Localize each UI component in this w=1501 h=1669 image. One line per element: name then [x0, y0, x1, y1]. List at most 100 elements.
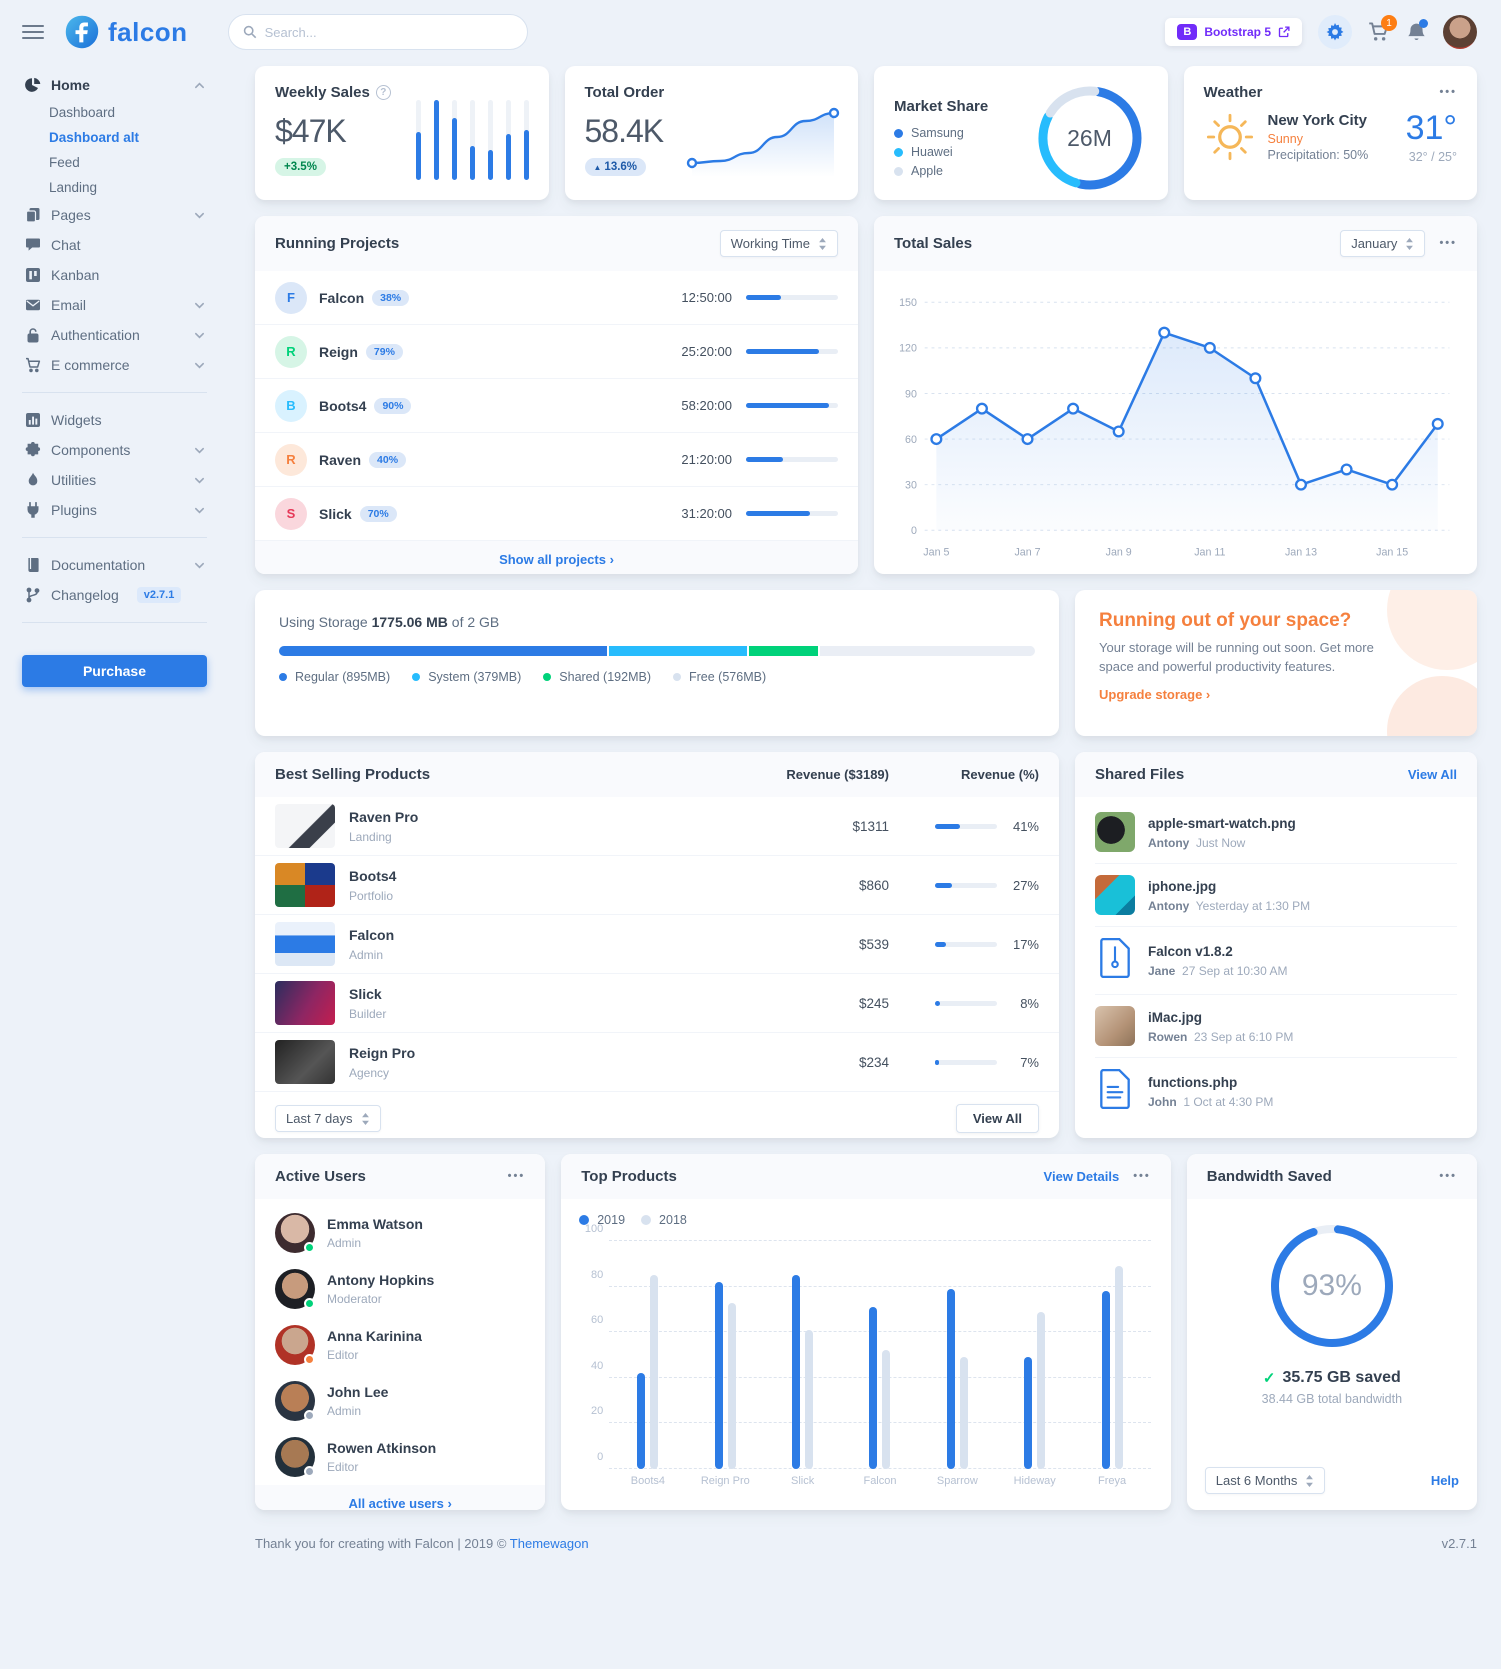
sidebar-item-kanban[interactable]: Kanban [22, 260, 207, 290]
file-name-link[interactable]: apple-smart-watch.png [1148, 815, 1296, 831]
sidebar-item-plugins[interactable]: Plugins [22, 495, 207, 525]
sidebar-item-label: Utilities [51, 472, 97, 488]
running-projects-title: Running Projects [275, 235, 400, 252]
show-all-projects-link[interactable]: Show all projects › [499, 552, 614, 567]
file-name-link[interactable]: functions.php [1148, 1075, 1238, 1090]
status-dot [304, 1242, 315, 1253]
sidebar-item-chat[interactable]: Chat [22, 230, 207, 260]
storage-legend-label: Free (576MB) [689, 670, 767, 684]
bootstrap-version-badge[interactable]: B Bootstrap 5 [1165, 18, 1302, 46]
sidebar-item-pages[interactable]: Pages [22, 200, 207, 230]
help-link[interactable]: Help [1430, 1473, 1459, 1488]
settings-button[interactable] [1318, 15, 1352, 49]
purchase-button[interactable]: Purchase [22, 655, 207, 687]
active-users-menu-icon[interactable]: ••• [507, 1170, 526, 1182]
search-input[interactable] [264, 24, 513, 40]
project-name-link[interactable]: Raven [319, 451, 362, 468]
themewagon-link[interactable]: Themewagon [509, 1536, 589, 1551]
storage-legend-item: System (379MB) [412, 670, 521, 684]
product-row-reign-pro: Reign Pro Agency $234 7% [255, 1033, 1059, 1092]
storage-legend-label: System (379MB) [428, 670, 522, 684]
sidebar-item-utilities[interactable]: Utilities [22, 465, 207, 495]
total-order-title: Total Order [584, 84, 665, 101]
brand-name: falcon [108, 16, 188, 47]
weather-title: Weather [1203, 84, 1263, 101]
product-name-link[interactable]: Raven Pro [349, 808, 419, 825]
market-share-legend: Samsung Huawei Apple [894, 126, 988, 178]
sidebar-divider [22, 537, 207, 538]
footer-version: v2.7.1 [1441, 1536, 1477, 1551]
weather-menu-icon[interactable]: ••• [1439, 86, 1457, 98]
sidebar-item-landing[interactable]: Landing [49, 180, 98, 195]
view-all-button[interactable]: View All [955, 1104, 1039, 1133]
all-active-users-link[interactable]: All active users › [348, 1496, 452, 1510]
svg-text:120: 120 [899, 343, 917, 355]
sidebar-item-feed[interactable]: Feed [49, 155, 80, 170]
bandwidth-menu-icon[interactable]: ••• [1439, 1170, 1457, 1182]
sidebar-item-changelog[interactable]: Changelog v2.7.1 [22, 580, 207, 610]
file-info: functions.php John 1 Oct at 4:30 PM [1148, 1074, 1273, 1109]
cart-button[interactable]: 1 [1368, 15, 1397, 43]
chart-pie-icon [24, 77, 41, 93]
sidebar-item-widgets[interactable]: Widgets [22, 405, 207, 435]
file-code-icon [1095, 1068, 1135, 1114]
project-avatar: F [275, 281, 307, 314]
user-avatar[interactable] [1443, 15, 1477, 49]
sidebar-item-label: Changelog [51, 587, 119, 603]
product-percent: 8% [1020, 995, 1039, 1011]
bar-group-slick [792, 1241, 814, 1469]
view-details-link[interactable]: View Details [1043, 1169, 1120, 1184]
check-icon: ✓ [1262, 1370, 1276, 1387]
user-name-link[interactable]: Emma Watson [327, 1216, 423, 1232]
project-progress-bar [746, 403, 838, 408]
product-name-link[interactable]: Reign Pro [349, 1044, 416, 1061]
file-info: apple-smart-watch.png Antony Just Now [1148, 815, 1296, 850]
sidebar-item-home[interactable]: Home [22, 70, 207, 100]
notifications-button[interactable] [1406, 18, 1428, 43]
hamburger-menu-icon[interactable] [22, 21, 44, 43]
product-name-link[interactable]: Boots4 [349, 867, 397, 884]
sidebar-item-dashboard-alt[interactable]: Dashboard alt [49, 130, 140, 145]
files-view-all-link[interactable]: View All [1407, 767, 1457, 782]
total-sales-menu-icon[interactable]: ••• [1439, 237, 1457, 249]
last-6-months-select[interactable]: Last 6 Months [1204, 1467, 1326, 1494]
project-name-link[interactable]: Boots4 [319, 397, 367, 414]
project-name-link[interactable]: Falcon [319, 289, 365, 306]
project-name-link[interactable]: Slick [319, 505, 352, 522]
project-name-link[interactable]: Reign [319, 343, 358, 360]
cart-count-badge: 1 [1381, 15, 1397, 31]
user-name-link[interactable]: Anna Karinina [327, 1328, 422, 1344]
weekly-bar [415, 100, 421, 180]
main-content: Weekly Sales ? $47K +3.5% Total Order 58… [225, 64, 1501, 1581]
sidebar-item-components[interactable]: Components [22, 435, 207, 465]
user-avatar [275, 1381, 315, 1421]
sidebar-item-authentication[interactable]: Authentication [22, 320, 207, 350]
product-name-link[interactable]: Slick [349, 985, 382, 1002]
sidebar-item-dashboard[interactable]: Dashboard [49, 105, 116, 120]
file-name-link[interactable]: iphone.jpg [1148, 878, 1217, 894]
file-name-link[interactable]: iMac.jpg [1148, 1009, 1203, 1025]
storage-legend: Regular (895MB) System (379MB) Shared (192… [279, 670, 1035, 684]
last-7-days-select[interactable]: Last 7 days [275, 1105, 381, 1132]
user-name-link[interactable]: Rowen Atkinson [327, 1440, 437, 1456]
upgrade-storage-link[interactable]: Upgrade storage › [1099, 686, 1211, 702]
x-tick-label: Freya [1098, 1475, 1127, 1487]
falcon-logo[interactable]: falcon [64, 14, 188, 50]
weekly-sales-title: Weekly Sales [275, 84, 370, 101]
user-name-link[interactable]: John Lee [327, 1384, 389, 1400]
project-time: 12:50:00 [681, 290, 732, 305]
bar-2019 [869, 1307, 878, 1469]
weather-range: 32° / 25° [1408, 150, 1457, 164]
bandwidth-saved: 35.75 GB saved [1282, 1369, 1401, 1386]
user-name-link[interactable]: Antony Hopkins [327, 1272, 435, 1288]
working-time-select[interactable]: Working Time [719, 230, 838, 257]
month-select[interactable]: January [1340, 230, 1426, 257]
product-name-link[interactable]: Falcon [349, 926, 395, 943]
sidebar-item-email[interactable]: Email [22, 290, 207, 320]
top-products-menu-icon[interactable]: ••• [1133, 1170, 1151, 1182]
help-tooltip-icon[interactable]: ? [375, 85, 391, 100]
file-name-link[interactable]: Falcon v1.8.2 [1148, 944, 1233, 959]
sidebar-item-documentation[interactable]: Documentation [22, 550, 207, 580]
weekly-bar [469, 100, 475, 180]
sidebar-item-e-commerce[interactable]: E commerce [22, 350, 207, 380]
